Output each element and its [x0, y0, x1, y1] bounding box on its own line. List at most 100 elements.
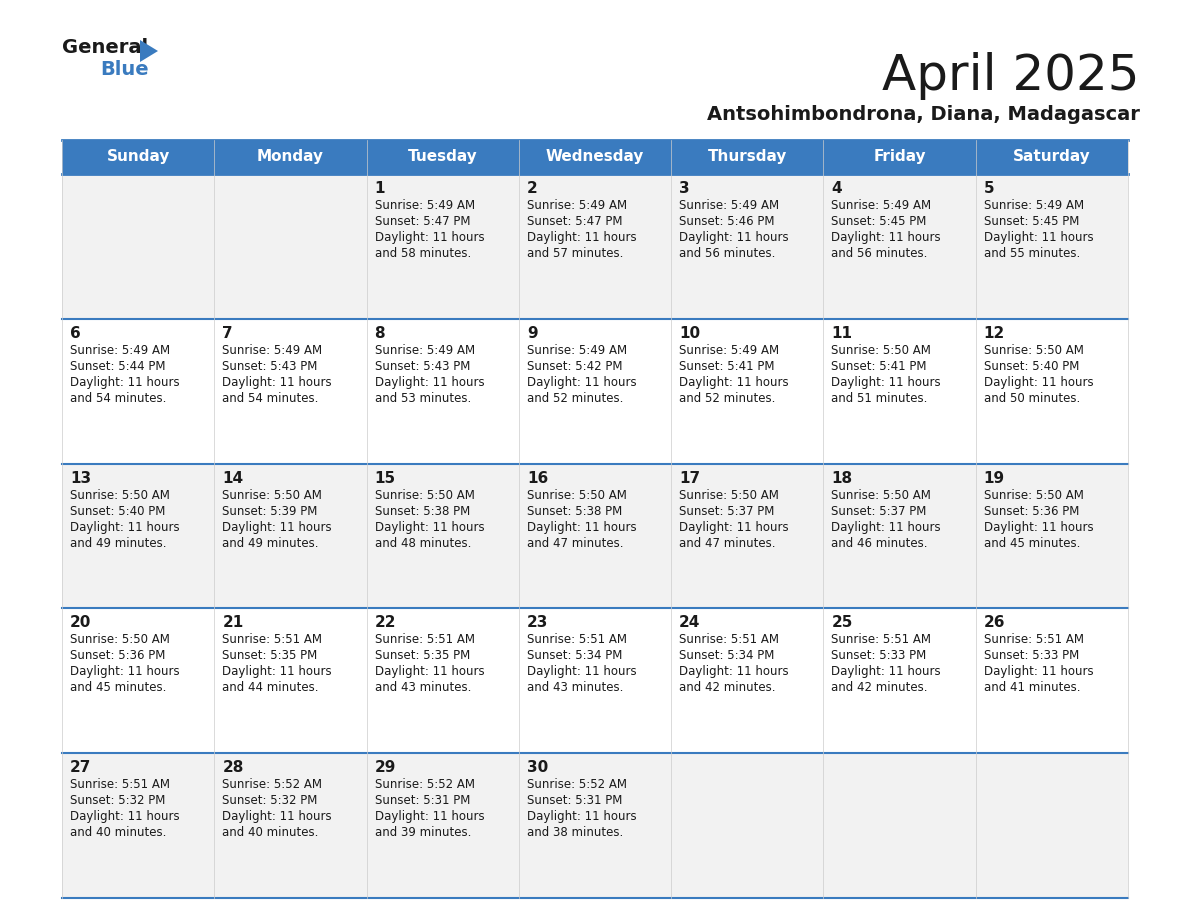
Text: Sunrise: 5:51 AM: Sunrise: 5:51 AM — [984, 633, 1083, 646]
Text: and 38 minutes.: and 38 minutes. — [526, 826, 624, 839]
Text: Daylight: 11 hours: Daylight: 11 hours — [526, 521, 637, 533]
Text: and 56 minutes.: and 56 minutes. — [680, 247, 776, 260]
Text: Sunset: 5:40 PM: Sunset: 5:40 PM — [70, 505, 165, 518]
Text: 17: 17 — [680, 471, 700, 486]
Text: Daylight: 11 hours: Daylight: 11 hours — [70, 666, 179, 678]
Text: Sunrise: 5:49 AM: Sunrise: 5:49 AM — [984, 199, 1083, 212]
Text: 15: 15 — [374, 471, 396, 486]
Bar — [214, 140, 367, 174]
Bar — [671, 140, 823, 174]
Text: 28: 28 — [222, 760, 244, 775]
Bar — [62, 174, 214, 319]
Text: Daylight: 11 hours: Daylight: 11 hours — [222, 811, 331, 823]
Text: 20: 20 — [70, 615, 91, 631]
Bar — [62, 140, 214, 174]
Bar — [823, 609, 975, 753]
Text: Sunset: 5:35 PM: Sunset: 5:35 PM — [374, 649, 469, 663]
Text: Saturday: Saturday — [1013, 150, 1091, 164]
Bar — [62, 464, 214, 609]
Bar — [367, 753, 519, 898]
Text: Wednesday: Wednesday — [545, 150, 644, 164]
Text: 14: 14 — [222, 471, 244, 486]
Text: Sunrise: 5:51 AM: Sunrise: 5:51 AM — [832, 633, 931, 646]
Text: Sunset: 5:40 PM: Sunset: 5:40 PM — [984, 360, 1079, 373]
Text: Sunset: 5:38 PM: Sunset: 5:38 PM — [374, 505, 469, 518]
Text: and 44 minutes.: and 44 minutes. — [222, 681, 318, 694]
Text: Sunrise: 5:50 AM: Sunrise: 5:50 AM — [832, 488, 931, 501]
Text: Sunset: 5:37 PM: Sunset: 5:37 PM — [680, 505, 775, 518]
Bar — [62, 609, 214, 753]
Text: Daylight: 11 hours: Daylight: 11 hours — [984, 231, 1093, 244]
Text: 2: 2 — [526, 181, 538, 196]
Bar — [519, 753, 671, 898]
Text: Sunset: 5:45 PM: Sunset: 5:45 PM — [832, 215, 927, 228]
Text: 8: 8 — [374, 326, 385, 341]
Text: Sunrise: 5:49 AM: Sunrise: 5:49 AM — [832, 199, 931, 212]
Text: 5: 5 — [984, 181, 994, 196]
Text: and 52 minutes.: and 52 minutes. — [526, 392, 624, 405]
Text: Sunset: 5:33 PM: Sunset: 5:33 PM — [984, 649, 1079, 663]
Bar — [519, 140, 671, 174]
Text: Sunset: 5:35 PM: Sunset: 5:35 PM — [222, 649, 317, 663]
Bar — [975, 140, 1127, 174]
Text: Daylight: 11 hours: Daylight: 11 hours — [374, 666, 485, 678]
Text: Sunrise: 5:49 AM: Sunrise: 5:49 AM — [374, 344, 475, 357]
Text: Sunrise: 5:49 AM: Sunrise: 5:49 AM — [70, 344, 170, 357]
Text: Daylight: 11 hours: Daylight: 11 hours — [832, 666, 941, 678]
Text: Daylight: 11 hours: Daylight: 11 hours — [374, 521, 485, 533]
Text: 10: 10 — [680, 326, 700, 341]
Bar — [214, 174, 367, 319]
Text: Sunset: 5:36 PM: Sunset: 5:36 PM — [70, 649, 165, 663]
Text: 12: 12 — [984, 326, 1005, 341]
Bar — [519, 174, 671, 319]
Text: Sunrise: 5:49 AM: Sunrise: 5:49 AM — [526, 199, 627, 212]
Text: Sunset: 5:31 PM: Sunset: 5:31 PM — [526, 794, 623, 807]
Text: Sunrise: 5:49 AM: Sunrise: 5:49 AM — [526, 344, 627, 357]
Text: and 47 minutes.: and 47 minutes. — [526, 537, 624, 550]
Text: Sunrise: 5:52 AM: Sunrise: 5:52 AM — [374, 778, 474, 791]
Text: Sunrise: 5:50 AM: Sunrise: 5:50 AM — [984, 344, 1083, 357]
Text: Thursday: Thursday — [708, 150, 786, 164]
Text: Sunrise: 5:52 AM: Sunrise: 5:52 AM — [526, 778, 627, 791]
Text: Sunrise: 5:52 AM: Sunrise: 5:52 AM — [222, 778, 322, 791]
Polygon shape — [140, 40, 158, 62]
Text: and 53 minutes.: and 53 minutes. — [374, 392, 470, 405]
Bar — [823, 174, 975, 319]
Text: Sunrise: 5:49 AM: Sunrise: 5:49 AM — [374, 199, 475, 212]
Text: Daylight: 11 hours: Daylight: 11 hours — [374, 375, 485, 389]
Text: Sunset: 5:41 PM: Sunset: 5:41 PM — [832, 360, 927, 373]
Text: 29: 29 — [374, 760, 396, 775]
Text: and 42 minutes.: and 42 minutes. — [832, 681, 928, 694]
Text: and 48 minutes.: and 48 minutes. — [374, 537, 470, 550]
Text: Daylight: 11 hours: Daylight: 11 hours — [70, 375, 179, 389]
Text: 25: 25 — [832, 615, 853, 631]
Text: and 45 minutes.: and 45 minutes. — [984, 537, 1080, 550]
Text: Sunset: 5:43 PM: Sunset: 5:43 PM — [374, 360, 470, 373]
Text: and 49 minutes.: and 49 minutes. — [70, 537, 166, 550]
Text: General: General — [62, 38, 148, 57]
Text: Tuesday: Tuesday — [407, 150, 478, 164]
Bar — [214, 464, 367, 609]
Bar — [671, 609, 823, 753]
Text: and 54 minutes.: and 54 minutes. — [70, 392, 166, 405]
Text: Sunrise: 5:51 AM: Sunrise: 5:51 AM — [70, 778, 170, 791]
Text: Daylight: 11 hours: Daylight: 11 hours — [526, 375, 637, 389]
Bar — [823, 319, 975, 464]
Text: and 45 minutes.: and 45 minutes. — [70, 681, 166, 694]
Text: and 51 minutes.: and 51 minutes. — [832, 392, 928, 405]
Text: 23: 23 — [526, 615, 548, 631]
Bar — [214, 319, 367, 464]
Bar — [975, 753, 1127, 898]
Text: 26: 26 — [984, 615, 1005, 631]
Text: and 40 minutes.: and 40 minutes. — [70, 826, 166, 839]
Bar — [823, 753, 975, 898]
Text: Daylight: 11 hours: Daylight: 11 hours — [832, 375, 941, 389]
Bar — [671, 319, 823, 464]
Text: Daylight: 11 hours: Daylight: 11 hours — [526, 811, 637, 823]
Text: 27: 27 — [70, 760, 91, 775]
Text: Friday: Friday — [873, 150, 925, 164]
Text: Sunrise: 5:50 AM: Sunrise: 5:50 AM — [222, 488, 322, 501]
Text: Sunset: 5:32 PM: Sunset: 5:32 PM — [70, 794, 165, 807]
Text: Sunset: 5:37 PM: Sunset: 5:37 PM — [832, 505, 927, 518]
Text: and 52 minutes.: and 52 minutes. — [680, 392, 776, 405]
